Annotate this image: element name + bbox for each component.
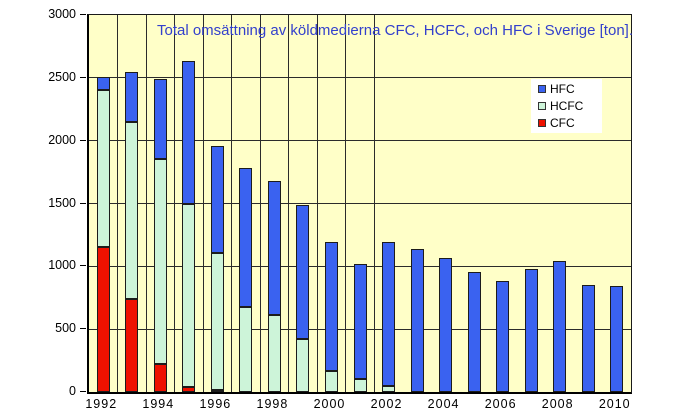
gridline-vertical <box>117 15 119 392</box>
plot-area <box>87 14 632 394</box>
legend-swatch-hcfc <box>538 102 546 110</box>
legend-item-cfc: CFC <box>538 116 602 130</box>
y-axis-tick <box>80 14 86 15</box>
gridline-vertical <box>316 15 318 392</box>
y-tick-label: 2500 <box>48 69 76 84</box>
x-tick-label: 1992 <box>85 397 118 411</box>
bar-segment-hfc <box>553 261 567 392</box>
bar-segment-hfc <box>153 79 167 159</box>
y-tick-label: 500 <box>55 321 76 336</box>
legend-swatch-hfc <box>538 85 546 93</box>
legend-label-hfc: HFC <box>550 82 575 96</box>
gridline-vertical <box>259 15 261 392</box>
y-tick-label: 3000 <box>48 7 76 21</box>
bar-segment-hfc <box>467 272 481 392</box>
bar-segment-hcfc <box>96 90 110 248</box>
y-axis-tick <box>80 391 86 392</box>
y-axis-tick <box>80 265 86 267</box>
y-tick-label: 1500 <box>48 195 76 210</box>
legend: HFC HCFC CFC <box>531 79 602 133</box>
y-axis-tick <box>80 328 86 330</box>
gridline-vertical <box>288 15 290 392</box>
bar-segment-hfc <box>410 248 424 392</box>
legend-item-hcfc: HCFC <box>538 99 602 113</box>
y-tick-label: 1000 <box>48 258 76 273</box>
gridline-horizontal <box>89 140 631 142</box>
gridline-vertical <box>174 15 176 392</box>
y-tick-label: 2000 <box>48 132 76 147</box>
gridline-vertical <box>345 15 347 392</box>
x-tick-label: 1996 <box>199 397 232 411</box>
bar-segment-hcfc <box>324 370 338 392</box>
bar-segment-hcfc <box>125 121 139 300</box>
gridline-vertical <box>145 15 147 392</box>
bar-segment-cfc <box>125 299 139 392</box>
x-tick-label: 2008 <box>541 397 574 411</box>
bar-segment-hfc <box>382 242 396 386</box>
bar-segment-hfc <box>96 76 110 91</box>
x-tick-label: 2000 <box>313 397 346 411</box>
bar-segment-hfc <box>239 167 253 308</box>
bar-segment-cfc <box>96 247 110 392</box>
bar-segment-hfc <box>324 242 338 371</box>
x-tick-label: 2006 <box>484 397 517 411</box>
y-axis-tick <box>80 76 86 78</box>
bar-segment-hcfc <box>182 203 196 387</box>
bar-segment-hcfc <box>267 315 281 392</box>
x-tick-label: 2010 <box>598 397 631 411</box>
bar-segment-hcfc <box>210 253 224 391</box>
gridline-vertical <box>202 15 204 392</box>
bar-segment-hcfc <box>382 385 396 392</box>
bar-segment-hfc <box>581 284 595 392</box>
x-tick-label: 2002 <box>370 397 403 411</box>
bar-segment-hfc <box>524 269 538 392</box>
chart-title: Total omsättning av köldmedierna CFC, HC… <box>156 22 633 39</box>
x-tick-label: 2004 <box>427 397 460 411</box>
bar-segment-cfc <box>210 390 224 392</box>
bar-segment-hcfc <box>296 339 310 392</box>
bar-segment-hfc <box>296 204 310 340</box>
bar-segment-hfc <box>182 60 196 204</box>
gridline-vertical <box>373 15 375 392</box>
bar-segment-hfc <box>210 145 224 254</box>
y-tick-label: 0 <box>69 384 76 398</box>
bar-segment-cfc <box>182 386 196 392</box>
legend-label-hcfc: HCFC <box>550 99 584 113</box>
bar-segment-hfc <box>125 72 139 122</box>
legend-item-hfc: HFC <box>538 82 602 96</box>
bar-segment-hcfc <box>153 158 167 364</box>
gridline-horizontal <box>89 203 631 204</box>
bar-segment-cfc <box>153 363 167 392</box>
bar-segment-hfc <box>353 264 367 380</box>
bar-segment-hfc <box>267 180 281 316</box>
x-tick-label: 1994 <box>142 397 175 411</box>
legend-swatch-cfc <box>538 119 546 127</box>
legend-label-cfc: CFC <box>550 116 575 130</box>
bar-segment-hfc <box>439 257 453 392</box>
bar-segment-hfc <box>610 286 624 392</box>
bar-segment-hfc <box>496 281 510 392</box>
gridline-vertical <box>231 15 233 392</box>
x-tick-label: 1998 <box>256 397 289 411</box>
y-axis-tick <box>80 139 86 141</box>
gridline-horizontal <box>89 77 631 79</box>
bar-segment-hcfc <box>353 379 367 392</box>
bar-segment-hcfc <box>239 307 253 392</box>
y-axis-tick <box>80 202 86 204</box>
